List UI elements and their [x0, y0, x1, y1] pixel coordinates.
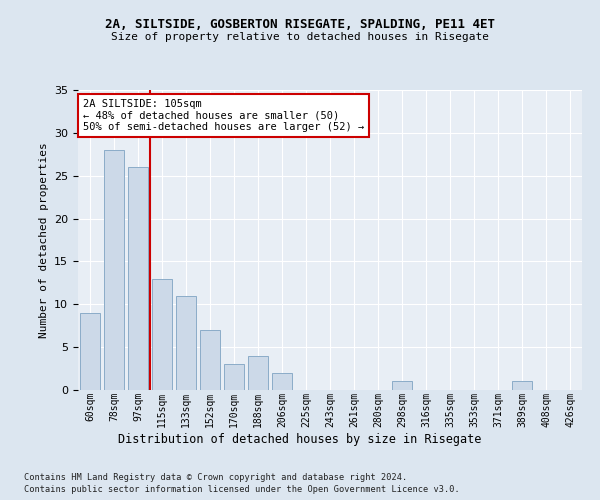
Bar	[152, 278, 172, 390]
Text: 2A SILTSIDE: 105sqm
← 48% of detached houses are smaller (50)
50% of semi-detach: 2A SILTSIDE: 105sqm ← 48% of detached ho…	[83, 99, 364, 132]
Bar	[104, 150, 124, 390]
Bar	[248, 356, 268, 390]
Bar	[200, 330, 220, 390]
Bar	[272, 373, 292, 390]
Text: Contains HM Land Registry data © Crown copyright and database right 2024.: Contains HM Land Registry data © Crown c…	[24, 472, 407, 482]
Bar	[176, 296, 196, 390]
Bar	[512, 382, 532, 390]
Text: 2A, SILTSIDE, GOSBERTON RISEGATE, SPALDING, PE11 4ET: 2A, SILTSIDE, GOSBERTON RISEGATE, SPALDI…	[105, 18, 495, 30]
Y-axis label: Number of detached properties: Number of detached properties	[38, 142, 49, 338]
Bar	[392, 382, 412, 390]
Text: Size of property relative to detached houses in Risegate: Size of property relative to detached ho…	[111, 32, 489, 42]
Bar	[128, 167, 148, 390]
Text: Distribution of detached houses by size in Risegate: Distribution of detached houses by size …	[118, 432, 482, 446]
Bar	[80, 313, 100, 390]
Text: Contains public sector information licensed under the Open Government Licence v3: Contains public sector information licen…	[24, 485, 460, 494]
Bar	[224, 364, 244, 390]
